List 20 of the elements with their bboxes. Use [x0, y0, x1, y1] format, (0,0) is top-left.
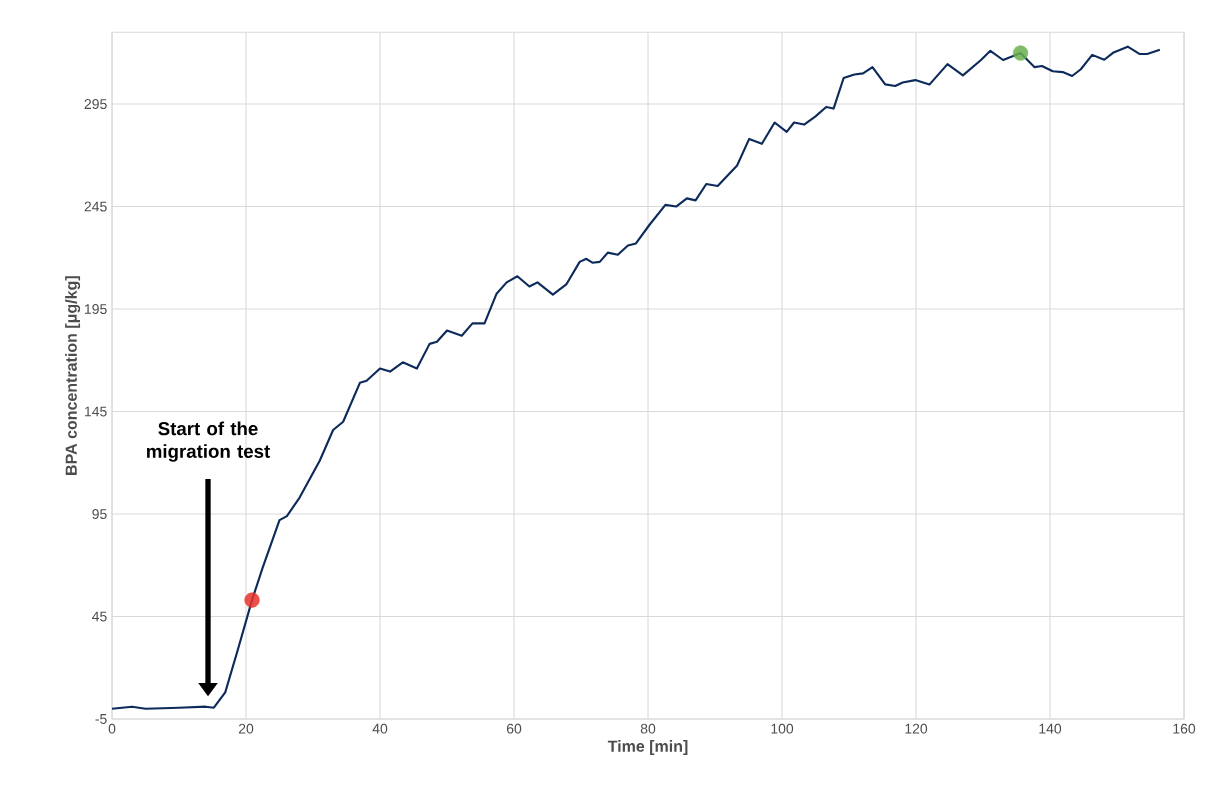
y-tick-label: 45 [92, 611, 107, 622]
x-tick-label: 140 [1039, 723, 1062, 734]
y-axis-title: BPA concentration [μg/kg] [65, 276, 81, 475]
y-tick-label: 195 [85, 304, 107, 314]
x-tick-label: 20 [238, 723, 254, 734]
x-tick-label: 40 [372, 723, 388, 734]
x-tick-label: 60 [506, 723, 522, 734]
x-tick-label: 120 [905, 723, 928, 734]
y-tick-label: 295 [84, 99, 107, 110]
y-tick-label: 95 [92, 509, 107, 519]
y-tick-label: -5 [95, 714, 107, 724]
y-tick-label: 245 [84, 201, 107, 212]
annotation: Start of the migration test [147, 421, 270, 462]
x-tick-label: 0 [108, 723, 116, 734]
x-axis-title: Time [min] [607, 740, 688, 756]
y-tick-label: 145 [85, 406, 107, 417]
line-series [110, 45, 1161, 710]
x-tick-label: 160 [1173, 723, 1196, 734]
x-tick-label: 100 [771, 723, 794, 734]
x-tick-label: 80 [640, 723, 656, 734]
